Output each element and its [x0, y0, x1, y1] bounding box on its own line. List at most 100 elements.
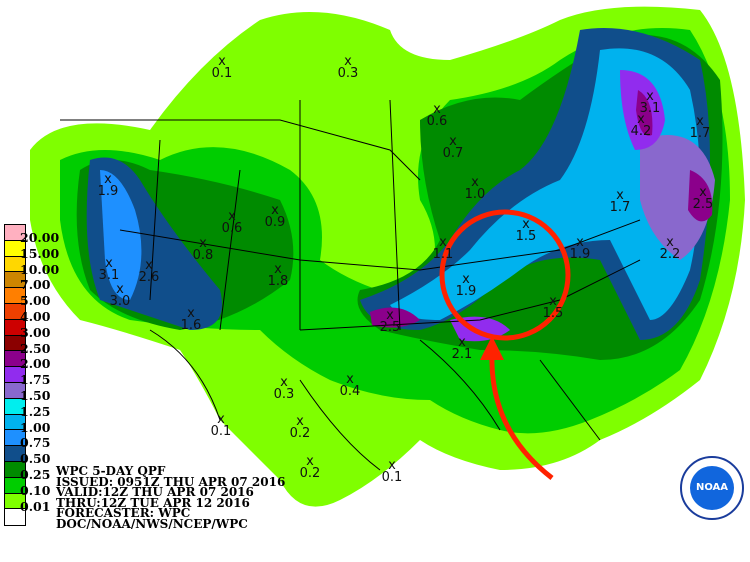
legend-swatch — [5, 493, 25, 510]
point-maximum: x 0.2 — [299, 454, 321, 481]
legend-swatch — [5, 414, 25, 431]
product-title: WPC 5-DAY QPF — [56, 464, 166, 478]
legend-label: 0.50 — [20, 451, 51, 467]
point-maximum: x 0.6 — [426, 102, 448, 129]
point-maximum: x 0.7 — [442, 134, 464, 161]
legend-swatch — [5, 319, 25, 336]
point-maximum-value: 0.2 — [299, 466, 321, 481]
legend-swatch — [5, 288, 25, 304]
point-maximum: x 0.1 — [381, 458, 403, 485]
legend-swatch — [5, 446, 25, 462]
legend-swatch — [5, 461, 25, 478]
point-maximum: x 1.9 — [97, 172, 119, 199]
point-maximum-value: 4.2 — [630, 124, 652, 139]
legend-label: 1.00 — [20, 419, 51, 435]
point-maximum: x 1.9 — [569, 235, 591, 262]
legend-swatch — [5, 256, 25, 273]
legend-swatch — [5, 240, 25, 257]
point-maximum: x 0.4 — [339, 372, 361, 399]
point-maximum: x 2.2 — [659, 235, 681, 262]
point-maximum-value: 0.4 — [339, 384, 361, 399]
point-maximum-value: 1.9 — [97, 184, 119, 199]
legend-swatch — [5, 225, 25, 241]
annotation-circle-arrow — [439, 209, 571, 480]
legend-swatch — [5, 382, 25, 399]
legend-swatch — [5, 351, 25, 368]
point-maximum-value: 0.2 — [289, 426, 311, 441]
point-maximum-value: 1.5 — [542, 306, 564, 321]
point-maximum-value: 1.9 — [455, 284, 477, 299]
valid-time: VALID:12Z THU APR 07 2016 — [56, 485, 254, 500]
point-maximum-value: 0.3 — [337, 66, 359, 81]
point-maximum-value: 3.0 — [109, 294, 131, 309]
point-maximum: x 1.0 — [464, 175, 486, 202]
precip-legend — [4, 224, 26, 527]
point-maximum-value: 0.1 — [381, 470, 403, 485]
point-maximum: x 0.3 — [273, 375, 295, 402]
agency: DOC/NOAA/NWS/NCEP/WPC — [56, 516, 248, 531]
legend-swatch — [5, 509, 25, 526]
point-maximum-value: 1.9 — [569, 247, 591, 262]
point-maximum-value: 0.1 — [210, 424, 232, 439]
point-maximum: x 4.2 — [630, 112, 652, 139]
point-maximum-value: 1.1 — [432, 247, 454, 262]
legend-swatch — [5, 477, 25, 494]
forecaster: FORECASTER: WPC — [56, 506, 191, 521]
noaa-logo-text: NOAA — [690, 466, 734, 510]
point-maximum-value: 0.7 — [442, 146, 464, 161]
point-maximum-value: 2.6 — [138, 270, 160, 285]
point-maximum: x 3.1 — [98, 256, 120, 283]
point-maximum: x 1.6 — [180, 306, 202, 333]
thru-time: THRU:12Z TUE APR 12 2016 — [56, 495, 250, 510]
point-maximum: x 1.7 — [689, 114, 711, 141]
forecast-info: WPC 5-DAY QPF ISSUED: 0951Z THU APR 07 2… — [56, 464, 286, 531]
point-maximum: x 1.8 — [267, 262, 289, 289]
point-maximum: x 1.5 — [515, 217, 537, 244]
point-maximum: x 2.1 — [451, 335, 473, 362]
legend-label: 0.25 — [20, 467, 51, 482]
point-maximum: x 0.9 — [264, 203, 286, 230]
legend-label: 15.00 — [20, 245, 60, 261]
legend-label: 2.50 — [20, 340, 51, 356]
point-maximum: x 3.1 — [639, 89, 661, 116]
legend-label: 4.00 — [20, 309, 51, 324]
legend-swatch — [5, 335, 25, 352]
point-maximum-value: 3.1 — [98, 268, 120, 283]
point-maximum: x 1.5 — [542, 294, 564, 321]
point-maximum: x 0.2 — [289, 414, 311, 441]
point-maximum: x 2.6 — [138, 258, 160, 285]
point-maximum: x 0.6 — [221, 209, 243, 236]
legend-label: 1.50 — [20, 388, 51, 403]
legend-label: 1.25 — [20, 403, 51, 419]
point-maximum-value: 1.0 — [464, 187, 486, 202]
point-maximum: x 0.1 — [211, 54, 233, 81]
point-maximum-value: 2.5 — [692, 197, 714, 212]
point-maximum: x 0.1 — [210, 412, 232, 439]
noaa-logo: NOAA — [680, 456, 744, 520]
issued-time: ISSUED: 0951Z THU APR 07 2016 — [56, 474, 286, 489]
legend-swatch — [5, 367, 25, 383]
point-maximum-value: 2.5 — [379, 320, 401, 335]
point-maximum-value: 3.1 — [639, 101, 661, 116]
legend-label: 3.00 — [20, 324, 51, 340]
legend-swatch — [5, 303, 25, 320]
point-maximum-value: 2.2 — [659, 247, 681, 262]
point-maximum-value: 1.7 — [689, 126, 711, 141]
point-maximum-value: 0.9 — [264, 215, 286, 230]
legend-label: 7.00 — [20, 277, 51, 293]
legend-swatch — [5, 272, 25, 289]
point-maximum-value: 0.6 — [221, 221, 243, 236]
legend-label: 0.10 — [20, 482, 51, 498]
point-maximum-value: 0.8 — [192, 248, 214, 263]
point-maximum-value: 0.6 — [426, 114, 448, 129]
point-maximum: x 2.5 — [692, 185, 714, 212]
point-maximum-value: 1.7 — [609, 200, 631, 215]
point-maximum-value: 1.8 — [267, 274, 289, 289]
point-maximum: x 0.8 — [192, 236, 214, 263]
legend-label: 20.00 — [20, 230, 60, 245]
point-maximum-value: 0.3 — [273, 387, 295, 402]
point-maximum-value: 0.1 — [211, 66, 233, 81]
point-maximum: x 1.7 — [609, 188, 631, 215]
legend-label: 10.00 — [20, 261, 60, 277]
